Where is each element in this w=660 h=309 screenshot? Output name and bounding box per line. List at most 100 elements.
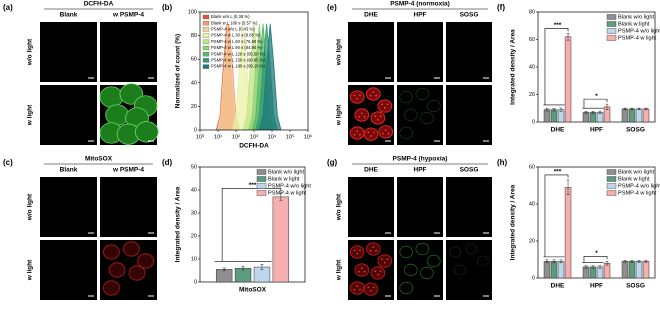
x-tick-label: 10⁵ bbox=[286, 133, 294, 140]
cell bbox=[99, 86, 124, 108]
legend-swatch bbox=[606, 183, 617, 189]
cell-spot bbox=[363, 270, 366, 273]
legend-swatch bbox=[202, 21, 210, 26]
error-bar bbox=[584, 111, 588, 114]
cell-spot bbox=[359, 249, 361, 252]
cell bbox=[365, 242, 381, 256]
cell bbox=[370, 111, 386, 125]
y-tick-label: 40 bbox=[529, 201, 535, 207]
panel-label: (g) bbox=[327, 158, 338, 167]
cell-spot bbox=[369, 94, 372, 97]
significance-bracket bbox=[582, 256, 608, 263]
cell bbox=[108, 262, 126, 278]
cell-spot bbox=[359, 133, 361, 136]
cell-spot bbox=[372, 91, 375, 94]
row-label: w/o light bbox=[27, 193, 34, 221]
legend-label: PSMP-4 w light bbox=[618, 190, 657, 196]
y-tick-label: 20 bbox=[529, 92, 535, 98]
x-tick-label: MitoSOX bbox=[239, 287, 267, 294]
bar bbox=[635, 261, 643, 279]
cell bbox=[399, 245, 414, 259]
legend-label: PSMP-4 w L 120 s (95.50 %) bbox=[211, 51, 265, 56]
cell bbox=[128, 265, 146, 281]
cell bbox=[349, 245, 365, 259]
cell-spot bbox=[353, 94, 356, 97]
cell-spot bbox=[386, 258, 389, 261]
bar bbox=[621, 261, 629, 279]
cell bbox=[122, 241, 140, 257]
cell bbox=[105, 104, 129, 126]
micrograph bbox=[446, 22, 492, 82]
significance-label: *** bbox=[554, 22, 562, 29]
y-axis-label: Integrated density / Area bbox=[510, 29, 517, 105]
micrograph bbox=[397, 85, 443, 145]
legend-label: PSMP-4 w light bbox=[618, 35, 657, 41]
cell-spot bbox=[379, 115, 382, 118]
cell-spot bbox=[359, 288, 361, 291]
legend-label: Blank w L 180 s (0.57 %) bbox=[211, 20, 258, 25]
error-bar bbox=[598, 265, 602, 269]
y-tick-label: 10 bbox=[191, 256, 197, 262]
panel-title: PSMP-4 (hypoxia) bbox=[393, 156, 448, 163]
bar bbox=[582, 112, 590, 123]
cell bbox=[103, 280, 120, 296]
x-tick-label: DHE bbox=[551, 283, 565, 290]
legend-label: PSMP-4 w/o L (0.43 %) bbox=[211, 27, 255, 32]
cell bbox=[476, 255, 489, 267]
cell-spot bbox=[361, 267, 363, 270]
legend-label: PSMP-4 w/o light bbox=[618, 183, 660, 189]
legend-label: Blank w/o light bbox=[618, 14, 655, 20]
panel-label: (f) bbox=[497, 3, 505, 12]
cell bbox=[377, 99, 393, 113]
bar bbox=[596, 266, 604, 279]
cell-spot bbox=[379, 270, 382, 273]
significance-label: * bbox=[595, 250, 598, 257]
legend-label: Blank w/o light bbox=[618, 169, 655, 175]
histogram-curve bbox=[216, 23, 240, 131]
cell bbox=[349, 281, 365, 295]
cell-spot bbox=[375, 249, 377, 252]
legend-swatch bbox=[606, 169, 617, 175]
micrograph bbox=[397, 22, 443, 82]
column-header: Blank bbox=[60, 12, 78, 19]
error-bar bbox=[566, 179, 570, 195]
error-bar bbox=[591, 265, 595, 269]
column-header: HPF bbox=[414, 12, 427, 19]
legend-label: PSMP-4 w/o light bbox=[618, 28, 660, 34]
cell bbox=[453, 264, 466, 276]
legend-label: PSMP-4 w L 180 s (99.10 %) bbox=[211, 64, 265, 69]
cell-spot bbox=[384, 106, 386, 109]
y-tick-label: 40 bbox=[191, 187, 197, 193]
micrograph bbox=[100, 177, 157, 237]
legend-swatch bbox=[606, 28, 617, 34]
panel-label: (h) bbox=[497, 158, 508, 167]
micrograph bbox=[446, 85, 492, 145]
cell bbox=[134, 121, 159, 143]
cell-spot bbox=[381, 103, 383, 106]
cell bbox=[399, 126, 414, 140]
significance-bracket bbox=[582, 98, 608, 109]
x-tick-label: SOSG bbox=[626, 283, 645, 290]
y-tick-label: 0 bbox=[194, 127, 197, 133]
cell bbox=[465, 243, 478, 255]
cell-spot bbox=[367, 286, 370, 289]
micrograph bbox=[348, 22, 394, 82]
row-label: w/o light bbox=[27, 38, 34, 66]
row-label: w/o light bbox=[336, 193, 343, 221]
y-tick-label: 60 bbox=[529, 164, 535, 170]
x-tick-label: SOSG bbox=[626, 127, 645, 134]
panel-label: (c) bbox=[3, 158, 13, 167]
cell bbox=[378, 125, 394, 139]
bar bbox=[543, 109, 551, 123]
cell-spot bbox=[377, 118, 379, 121]
error-bar bbox=[637, 260, 641, 263]
legend-swatch bbox=[606, 190, 617, 196]
cell-spot bbox=[372, 246, 375, 249]
error-bar bbox=[623, 260, 627, 263]
legend-swatch bbox=[606, 176, 617, 182]
legend-label: PSMP-4 w L 150 s (98.85 %) bbox=[211, 58, 265, 63]
cell bbox=[399, 281, 414, 295]
legend-swatch bbox=[256, 190, 267, 196]
y-tick-label: 0 bbox=[194, 279, 197, 285]
y-tick-label: 80 bbox=[529, 9, 535, 15]
